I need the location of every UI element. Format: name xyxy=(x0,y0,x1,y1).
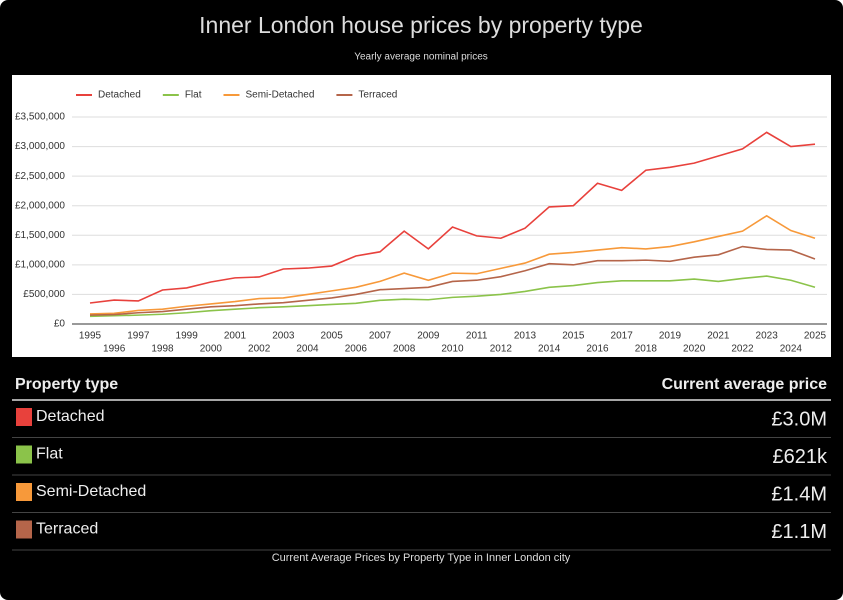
y-tick-label: £3,000,000 xyxy=(15,141,65,152)
y-tick-label: £2,500,000 xyxy=(15,171,65,182)
row-swatch xyxy=(16,483,32,501)
x-tick-label: 2020 xyxy=(683,344,706,355)
y-tick-label: £2,000,000 xyxy=(15,200,65,211)
row-label: Semi-Detached xyxy=(36,483,146,500)
caption: Current Average Prices by Property Type … xyxy=(272,552,571,564)
x-tick-label: 2001 xyxy=(224,331,247,342)
x-tick-label: 1996 xyxy=(103,344,126,355)
row-value: £1.4M xyxy=(771,483,827,505)
row-label: Terraced xyxy=(36,521,98,538)
x-tick-label: 2021 xyxy=(707,331,730,342)
legend-label: Semi-Detached xyxy=(245,90,314,101)
x-tick-label: 2017 xyxy=(611,331,634,342)
row-label: Detached xyxy=(36,408,105,425)
x-tick-label: 2006 xyxy=(345,344,368,355)
row-label: Flat xyxy=(36,446,63,463)
y-tick-label: £1,500,000 xyxy=(15,230,65,241)
x-tick-label: 2022 xyxy=(731,344,754,355)
subtitle: Yearly average nominal prices xyxy=(354,52,488,63)
column-header: Property type xyxy=(15,376,118,393)
x-tick-label: 1995 xyxy=(79,331,102,342)
row-value: £1.1M xyxy=(771,521,827,543)
line-series xyxy=(89,131,816,304)
x-tick-label: 2025 xyxy=(804,331,827,342)
line-series xyxy=(89,275,816,318)
y-tick-label: £0 xyxy=(54,319,66,330)
row-value: £621k xyxy=(773,446,828,468)
x-tick-label: 2014 xyxy=(538,344,561,355)
x-tick-label: 2010 xyxy=(441,344,464,355)
row-swatch xyxy=(16,408,32,426)
x-tick-label: 2023 xyxy=(756,331,779,342)
legend-label: Terraced xyxy=(358,90,397,101)
row-value: £3.0M xyxy=(771,408,827,430)
column-header: Current average price xyxy=(662,376,828,393)
x-tick-label: 2005 xyxy=(321,331,344,342)
x-tick-label: 2009 xyxy=(417,331,440,342)
x-tick-label: 2016 xyxy=(586,344,609,355)
row-swatch xyxy=(16,445,32,464)
x-tick-label: 2013 xyxy=(514,331,537,342)
y-tick-label: £3,500,000 xyxy=(15,112,65,123)
x-tick-label: 2012 xyxy=(490,344,513,355)
y-tick-label: £500,000 xyxy=(23,289,65,300)
x-tick-label: 1999 xyxy=(176,331,199,342)
x-tick-label: 2019 xyxy=(659,331,682,342)
title: Inner London house prices by property ty… xyxy=(199,12,643,38)
line-series xyxy=(89,245,816,316)
x-tick-label: 2002 xyxy=(248,344,271,355)
legend-label: Flat xyxy=(185,90,202,101)
x-tick-label: 1998 xyxy=(151,344,174,355)
x-tick-label: 2024 xyxy=(780,344,803,355)
line-series xyxy=(89,214,816,315)
x-tick-label: 2003 xyxy=(272,331,295,342)
x-tick-label: 1997 xyxy=(127,331,150,342)
x-tick-label: 2007 xyxy=(369,331,392,342)
legend-label: Detached xyxy=(98,90,141,101)
x-tick-label: 2000 xyxy=(200,344,223,355)
row-swatch xyxy=(16,520,32,539)
x-tick-label: 2015 xyxy=(562,331,585,342)
y-tick-label: £1,000,000 xyxy=(15,259,65,270)
x-tick-label: 2008 xyxy=(393,344,416,355)
x-tick-label: 2011 xyxy=(466,331,488,342)
x-tick-label: 2018 xyxy=(635,344,658,355)
x-tick-label: 2004 xyxy=(296,344,319,355)
